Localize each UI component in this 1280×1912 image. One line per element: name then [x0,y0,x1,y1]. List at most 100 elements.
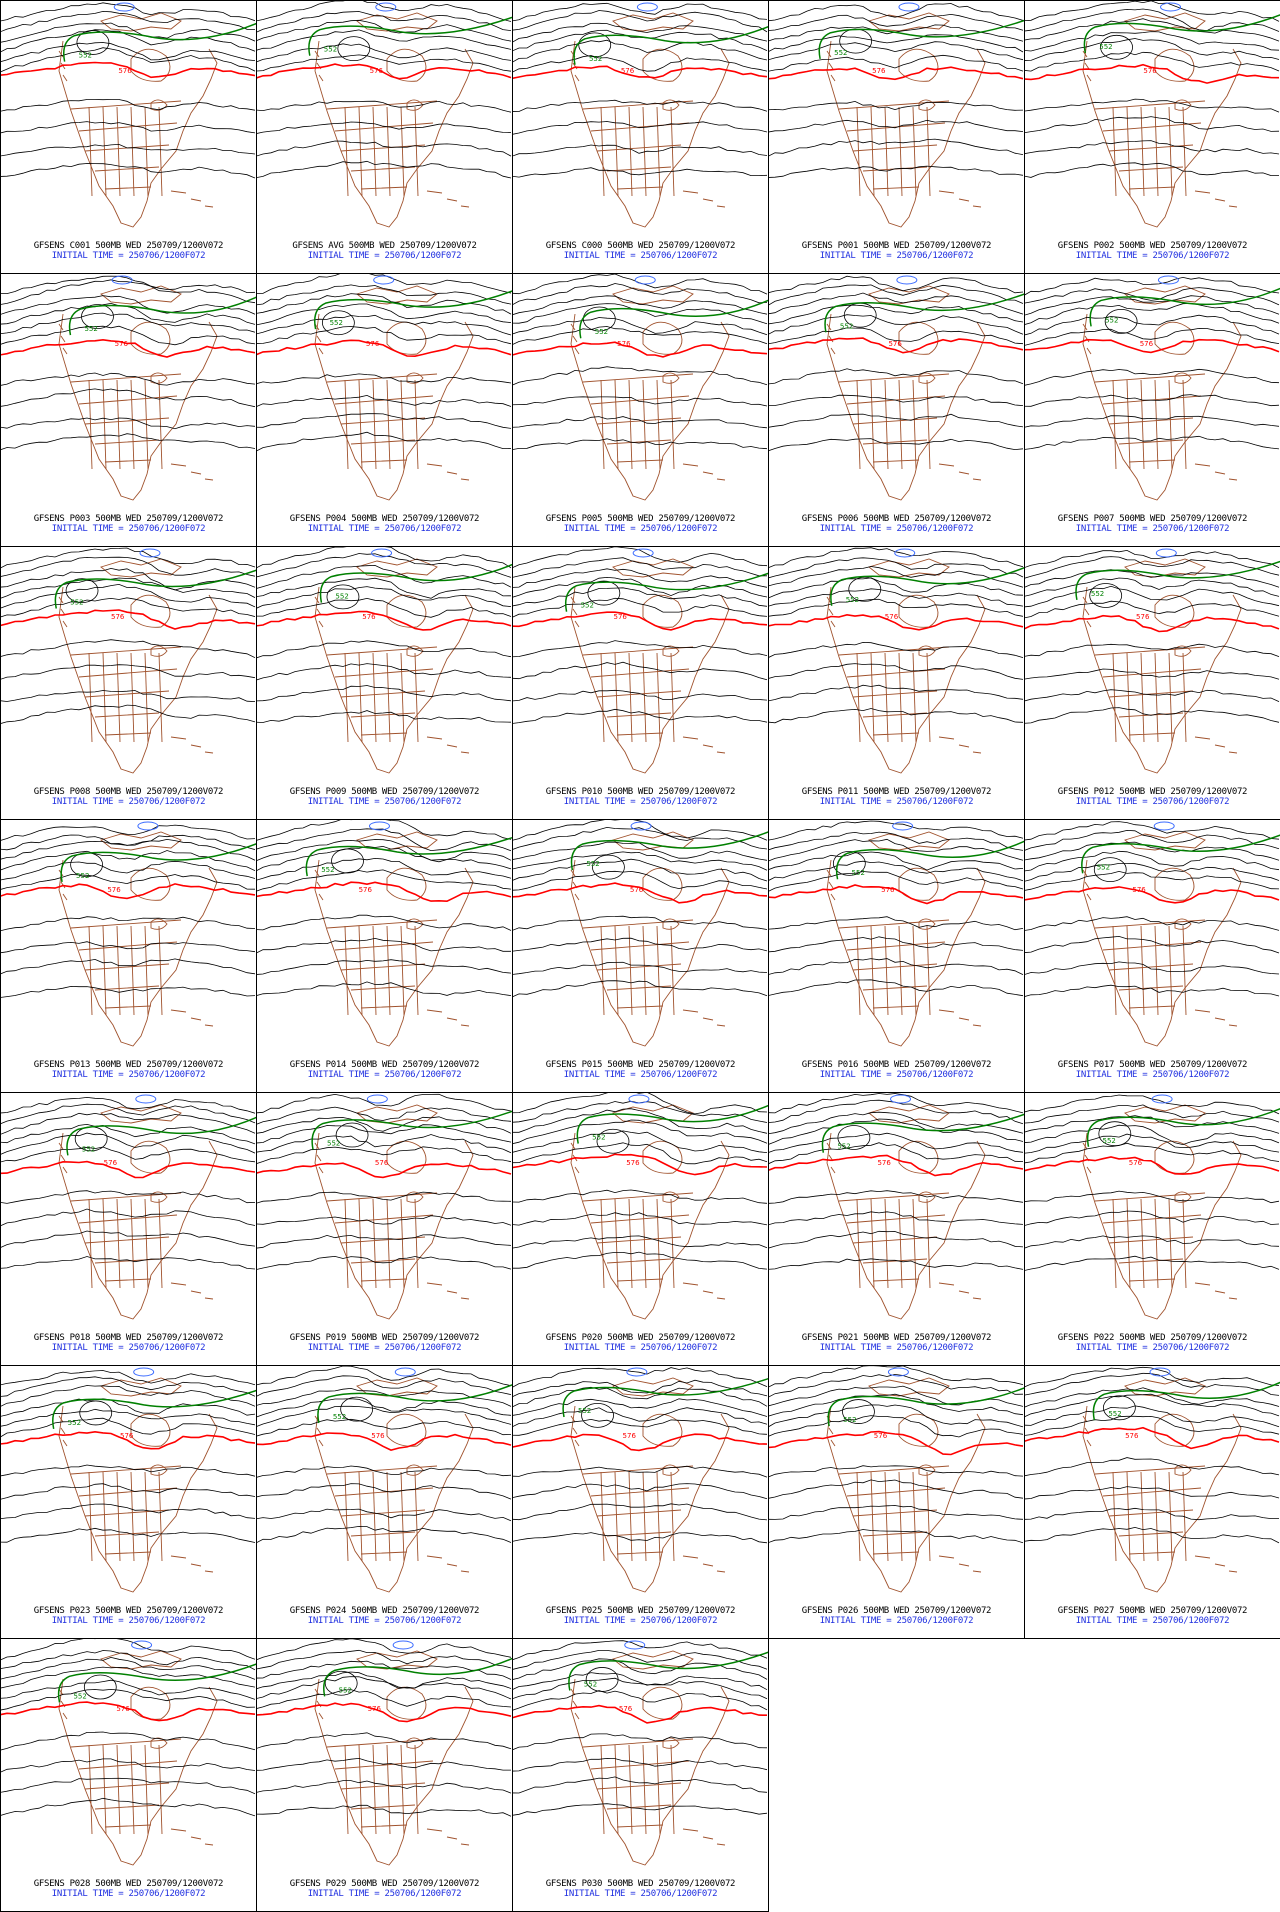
map-outline [570,1377,730,1593]
panel-caption: GFSENS P016 500MB WED 250709/1200V072 [801,1060,992,1070]
contour-552-label: 552 [592,1134,605,1142]
contour-552-label: 552 [852,869,865,877]
height-contours [1025,549,1280,724]
map-outline [314,1650,474,1866]
map-outline [826,558,986,774]
contour-552-label: 552 [84,325,97,333]
ensemble-member-panel: 552 576 GFSENS P026 500MB WED 250709/1200V… [768,1365,1025,1639]
map-outline [58,1377,218,1593]
contour-576 [1,61,256,79]
contour-552 [1083,14,1280,54]
contour-552 [319,563,512,603]
height-map: 552 576 [769,275,1024,501]
height-map: 552 576 [513,274,768,501]
panel-caption: GFSENS AVG 500MB WED 250709/1200V072 [292,241,477,251]
contour-552-label: 552 [578,1407,591,1415]
panel-caption: GFSENS P008 500MB WED 250709/1200V072 [33,787,224,797]
panel-caption: GFSENS P015 500MB WED 250709/1200V072 [545,1060,736,1070]
ensemble-member-panel: 552 576 GFSENS P015 500MB WED 250709/1200V… [512,819,769,1093]
contour-552 [1075,560,1280,601]
low-pressure-contour [133,1367,155,1377]
height-map: 552 576 [257,820,512,1047]
panel-initial-time: INITIAL TIME = 250706/1200F072 [563,1343,718,1353]
ensemble-member-panel: 552 576 GFSENS P018 500MB WED 250709/1200V… [0,1092,257,1366]
height-map: 552 576 [769,1093,1024,1320]
ensemble-member-panel: 552 576 GFSENS P003 500MB WED 250709/1200V… [0,273,257,547]
height-contours [769,1366,1024,1544]
low-pressure-contour [1153,821,1175,831]
height-map: 552 576 [769,1366,1024,1593]
contour-552 [323,1657,512,1697]
panel-initial-time: INITIAL TIME = 250706/1200F072 [819,524,974,534]
ensemble-member-panel: 552 576 GFSENS P019 500MB WED 250709/1200V… [256,1092,513,1366]
contour-552 [573,25,768,65]
ensemble-member-panel: 552 576 GFSENS P006 500MB WED 250709/1200V… [768,273,1025,547]
ensemble-member-panel: 552 576 GFSENS P014 500MB WED 250709/1200V… [256,819,513,1093]
contour-576-label: 576 [872,67,886,75]
low-pressure-contour [394,1367,416,1377]
contour-576 [257,881,512,903]
contour-576 [1025,886,1280,904]
contour-576 [1,609,256,630]
panel-caption: GFSENS P019 500MB WED 250709/1200V072 [289,1333,480,1343]
contour-576 [769,1430,1024,1456]
height-contours [513,1640,768,1816]
panel-caption: GFSENS P003 500MB WED 250709/1200V072 [33,514,224,524]
contour-552 [564,572,768,612]
panel-caption: GFSENS P012 500MB WED 250709/1200V072 [1057,787,1248,797]
panel-initial-time: INITIAL TIME = 250706/1200F072 [1075,1070,1230,1080]
panel-initial-time: INITIAL TIME = 250706/1200F072 [563,1070,718,1080]
height-map: 552 576 [1,2,256,228]
contour-552-label: 552 [73,1692,86,1700]
panel-caption: GFSENS P026 500MB WED 250709/1200V072 [801,1606,992,1616]
height-map: 552 576 [769,2,1024,228]
low-pressure-contour [373,275,395,285]
height-map: 552 576 [1,1367,256,1593]
contour-576 [1,338,256,358]
height-contours [257,1093,512,1270]
ensemble-member-panel: 552 576 GFSENS P016 500MB WED 250709/1200V… [768,819,1025,1093]
panel-caption: GFSENS P017 500MB WED 250709/1200V072 [1057,1060,1248,1070]
contour-576-label: 576 [623,1432,637,1440]
low-pressure-contour [113,2,135,12]
height-map: 552 576 [769,547,1024,774]
height-contours [769,820,1024,997]
height-contours [769,275,1024,451]
low-pressure-contour [366,1094,388,1104]
contour-552-label: 552 [1097,863,1110,871]
contour-552-label: 552 [589,55,602,63]
height-map: 552 576 [1025,1366,1280,1593]
height-map: 552 576 [1,1639,256,1866]
low-pressure-contour [139,548,161,558]
low-pressure-contour [137,821,159,831]
panel-initial-time: INITIAL TIME = 250706/1200F072 [563,524,718,534]
map-outline [314,558,474,774]
height-map: 552 576 [1,275,256,501]
contour-552 [317,1384,512,1424]
contour-576 [769,884,1024,905]
contour-552 [1081,834,1280,874]
contour-576-label: 576 [118,67,132,75]
height-contours [1025,821,1280,997]
contour-552 [68,296,256,336]
ensemble-member-panel: 552 576 GFSENS P010 500MB WED 250709/1200V… [512,546,769,820]
contour-576-label: 576 [617,340,631,348]
contour-576-label: 576 [104,1159,118,1167]
contour-552-label: 552 [586,860,599,868]
contour-576-label: 576 [888,340,902,348]
contour-552 [818,19,1024,60]
map-outline [826,285,986,501]
contour-552-label: 552 [82,1145,95,1153]
low-pressure-contour [898,2,920,12]
low-pressure-contour [371,548,393,558]
panel-initial-time: INITIAL TIME = 250706/1200F072 [819,1616,974,1626]
contour-552-label: 552 [584,1680,597,1688]
contour-552-label: 552 [834,49,847,57]
height-map: 552 576 [1,547,256,774]
height-map: 552 576 [513,547,768,774]
ensemble-member-panel: 552 576 GFSENS P021 500MB WED 250709/1200V… [768,1092,1025,1366]
panel-initial-time: INITIAL TIME = 250706/1200F072 [51,251,206,261]
map-outline [570,1650,730,1866]
ensemble-member-panel: 552 576 GFSENS P009 500MB WED 250709/1200V… [256,546,513,820]
panel-caption: GFSENS P023 500MB WED 250709/1200V072 [33,1606,224,1616]
